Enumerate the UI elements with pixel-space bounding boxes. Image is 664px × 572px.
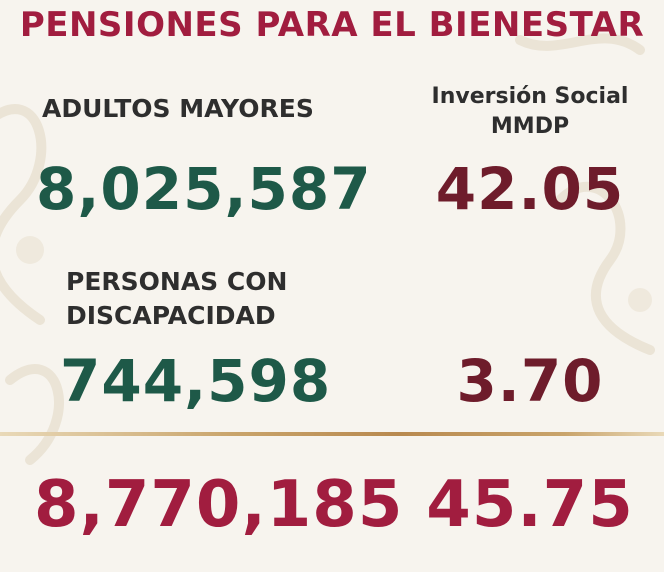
page-title: PENSIONES PARA EL BIENESTAR <box>19 5 645 45</box>
investment-adultos-mayores: 42.05 <box>435 155 625 223</box>
category-label-line: DISCAPACIDAD <box>66 301 276 330</box>
category-label-line: PERSONAS CON <box>66 267 288 296</box>
investment-header-line2: MMDP <box>490 114 570 139</box>
beneficiaries-adultos-mayores: 8,025,587 <box>36 155 372 223</box>
category-label-adultos-mayores: ADULTOS MAYORES <box>42 92 314 126</box>
beneficiaries-personas-con-discapacidad: 744,598 <box>60 347 332 415</box>
category-label-personas-con-discapacidad: PERSONAS CON DISCAPACIDAD <box>66 265 287 333</box>
total-divider <box>0 432 664 436</box>
investment-header: Inversión Social MMDP <box>398 82 662 142</box>
total-beneficiaries: 8,770,185 <box>34 468 404 542</box>
investment-header-line1: Inversión Social <box>431 84 629 109</box>
category-label-line: ADULTOS MAYORES <box>42 94 314 123</box>
investment-personas-con-discapacidad: 3.70 <box>456 347 604 415</box>
total-investment: 45.75 <box>426 468 634 542</box>
